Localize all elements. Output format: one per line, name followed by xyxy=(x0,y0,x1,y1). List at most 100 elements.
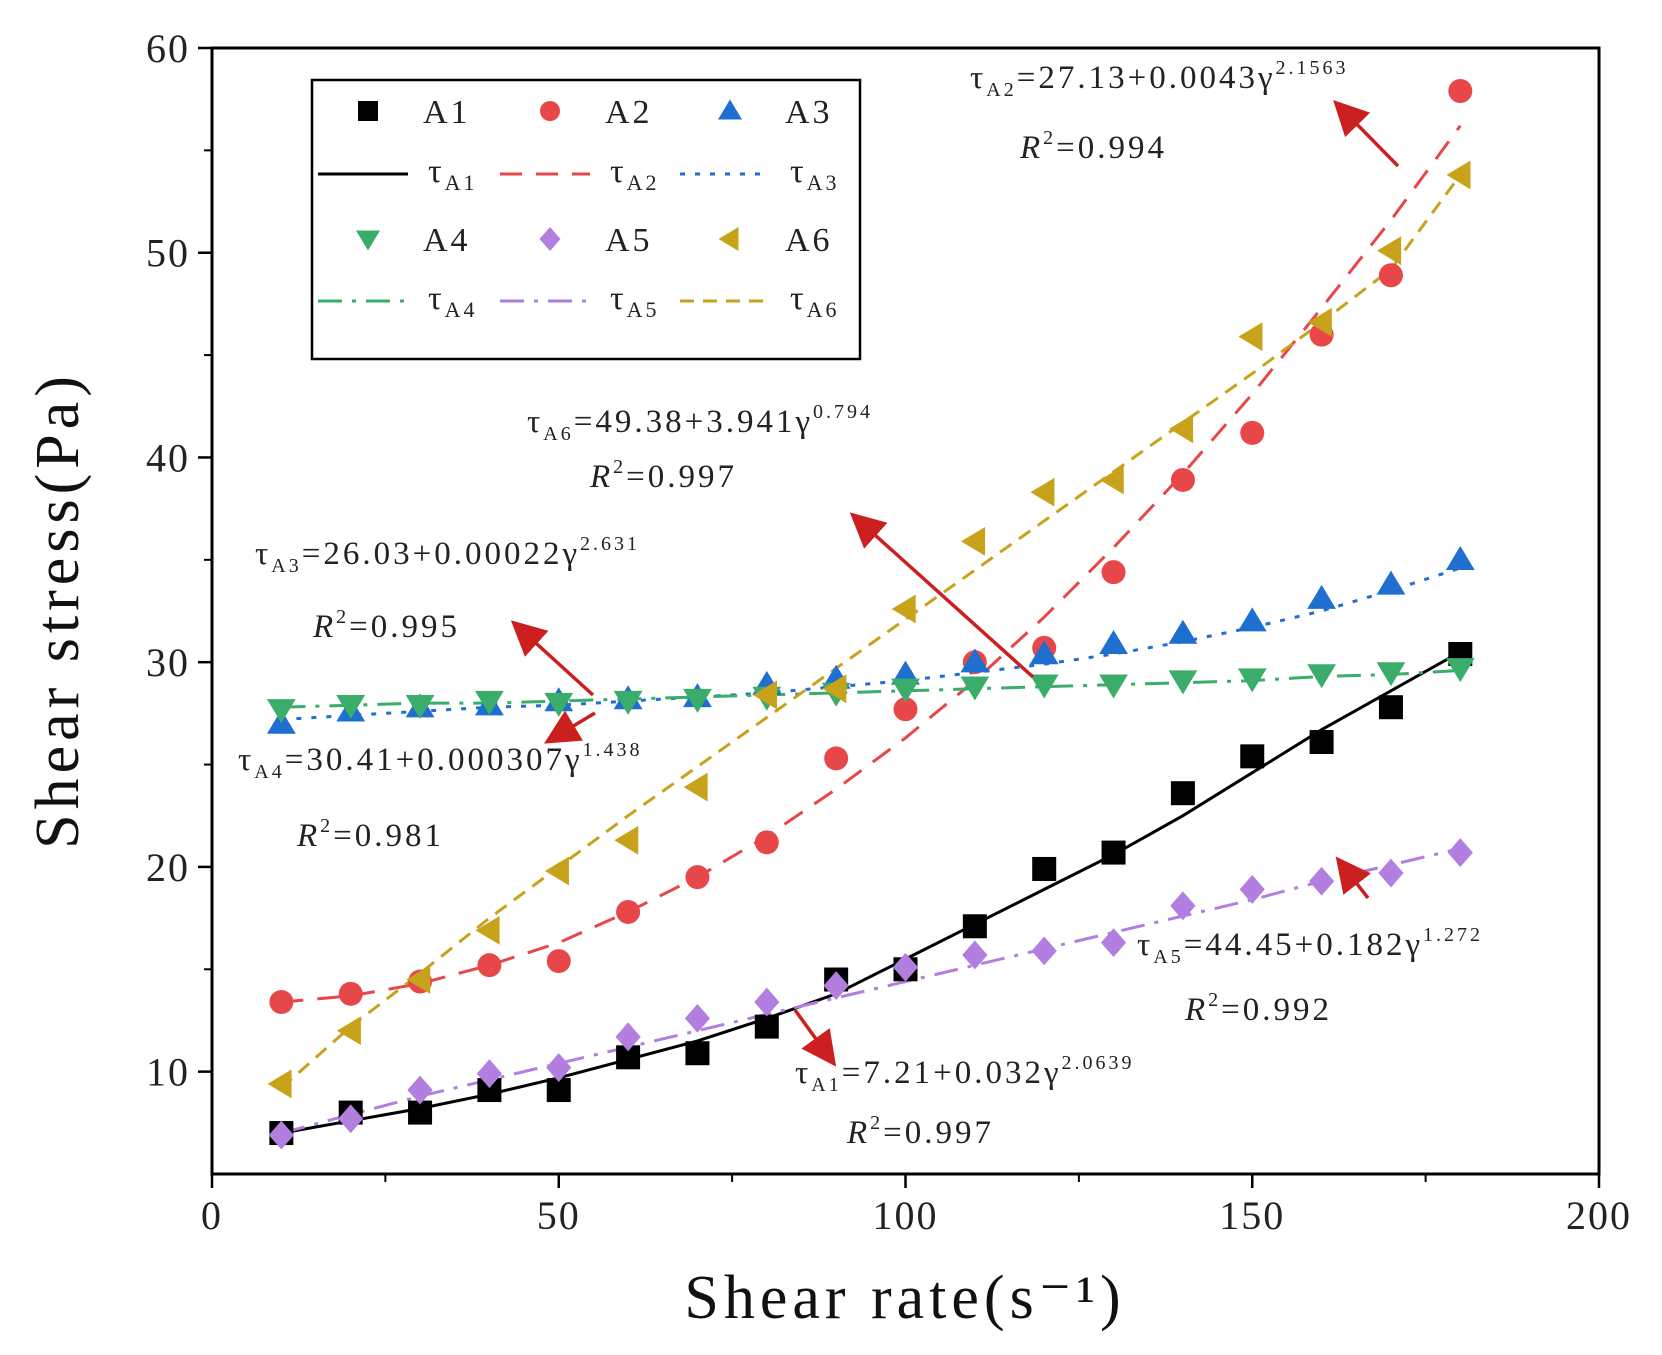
point-a6 xyxy=(891,594,916,624)
point-a3 xyxy=(1376,570,1406,595)
point-a6 xyxy=(683,772,708,802)
point-a6 xyxy=(1030,477,1055,507)
eq-tau: τ xyxy=(1137,927,1153,963)
legend-label-a1: A1 xyxy=(423,94,471,131)
point-a5 xyxy=(1239,875,1265,904)
eq-tau: τ xyxy=(255,536,271,572)
x-tick-label: 0 xyxy=(201,1193,223,1238)
eq-body: =27.13+0.0043γ xyxy=(1017,60,1276,96)
r2-value: =0.997 xyxy=(883,1115,994,1151)
y-tick-label: 10 xyxy=(146,1050,190,1095)
point-a4 xyxy=(1237,668,1267,693)
point-a4 xyxy=(683,688,712,713)
point-a5 xyxy=(476,1059,502,1089)
eq-subscript: A4 xyxy=(254,761,284,783)
equation-a3: τA3=26.03+0.00022γ2.631 xyxy=(255,533,640,577)
point-a5 xyxy=(892,952,919,982)
equation-a4: τA4=30.41+0.000307γ1.438 xyxy=(238,739,643,783)
equation-a2: τA2=27.13+0.0043γ2.1563 xyxy=(970,57,1349,101)
r2-letter: R xyxy=(1184,992,1208,1028)
x-tick-label: 150 xyxy=(1219,1193,1285,1238)
eq-exponent: 2.631 xyxy=(580,533,640,555)
fit-line-a3 xyxy=(281,566,1461,721)
point-a4 xyxy=(336,694,366,719)
point-a2 xyxy=(616,899,641,924)
point-a3 xyxy=(1445,546,1475,571)
point-a2 xyxy=(1378,263,1403,288)
point-a2 xyxy=(824,746,849,771)
point-a6 xyxy=(475,915,500,945)
legend-label-a5: A5 xyxy=(605,222,653,259)
point-a5 xyxy=(268,1120,294,1150)
legend-label-a6: A6 xyxy=(785,222,833,259)
point-a4 xyxy=(405,694,435,719)
point-a3 xyxy=(1099,629,1128,654)
point-a1 xyxy=(1170,781,1195,806)
x-tick-label: 100 xyxy=(873,1193,939,1238)
point-a6 xyxy=(753,680,777,710)
r2-value: =0.995 xyxy=(349,609,460,645)
eq-tau: τ xyxy=(238,742,254,778)
eq-body: =7.21+0.032γ xyxy=(842,1055,1062,1091)
point-a4 xyxy=(544,692,574,717)
eq-subscript: A1 xyxy=(811,1074,841,1096)
annotation-arrow xyxy=(1335,856,1372,900)
eq-subscript: A5 xyxy=(1153,946,1183,968)
r-squared-a3: R2=0.995 xyxy=(312,606,460,645)
point-a6 xyxy=(544,856,569,886)
point-a1 xyxy=(1240,744,1265,769)
x-axis-title: Shear rate(s⁻¹) xyxy=(684,1264,1125,1332)
eq-exponent: 1.438 xyxy=(583,739,643,761)
r2-exponent: 2 xyxy=(336,606,349,628)
equation-a6: τA6=49.38+3.941γ0.794 xyxy=(527,401,873,445)
legend-marker-a2 xyxy=(540,101,560,121)
eq-exponent: 0.794 xyxy=(813,401,873,423)
point-a2 xyxy=(685,865,710,890)
r2-value: =0.994 xyxy=(1056,130,1167,166)
annotation-arrow xyxy=(793,1008,837,1067)
equation-a5: τA5=44.45+0.182γ1.272 xyxy=(1137,924,1483,968)
equation-annotations: τA2=27.13+0.0043γ2.1563R2=0.994τA6=49.38… xyxy=(238,57,1483,1151)
y-axis-title: Shear stress(Pa) xyxy=(24,371,92,849)
y-tick-label: 30 xyxy=(146,640,190,685)
y-tick-label: 40 xyxy=(146,435,190,480)
point-a6 xyxy=(1099,465,1124,495)
point-a4 xyxy=(960,676,990,701)
point-a1 xyxy=(962,914,987,939)
point-a6 xyxy=(822,674,847,704)
legend-marker-a6 xyxy=(718,227,739,251)
point-a6 xyxy=(1307,307,1332,337)
legend-box xyxy=(310,78,862,361)
point-a5 xyxy=(1100,928,1127,958)
point-a1 xyxy=(408,1100,433,1125)
data-markers xyxy=(266,78,1475,1150)
eq-body: =44.45+0.182γ xyxy=(1184,927,1423,963)
legend-marker-a1 xyxy=(358,101,378,121)
point-a5 xyxy=(1378,858,1404,888)
eq-body: =26.03+0.00022γ xyxy=(302,536,580,572)
legend-fit-sub: A3 xyxy=(807,170,840,195)
eq-subscript: A3 xyxy=(271,555,301,577)
y-tick-label: 20 xyxy=(146,845,190,890)
eq-exponent: 1.272 xyxy=(1423,924,1483,946)
point-a2 xyxy=(338,981,363,1006)
point-a4 xyxy=(613,690,643,715)
y-tick-label: 60 xyxy=(146,26,190,71)
r-squared-a1: R2=0.997 xyxy=(846,1112,994,1151)
r-squared-a4: R2=0.981 xyxy=(296,815,444,854)
r2-exponent: 2 xyxy=(1043,127,1056,149)
tick-labels: 0 50 100 150 200 10 20 30 40 50 60 xyxy=(146,26,1630,1238)
annotation-arrow xyxy=(849,512,1035,679)
point-a5 xyxy=(546,1053,572,1082)
point-a6 xyxy=(336,1016,361,1046)
point-a6 xyxy=(406,965,431,994)
point-a3 xyxy=(1029,640,1059,665)
point-a1 xyxy=(685,1041,710,1066)
r2-exponent: 2 xyxy=(1208,989,1221,1011)
point-a4 xyxy=(891,678,920,703)
point-a2 xyxy=(1448,78,1473,103)
point-a4 xyxy=(1376,662,1406,687)
point-a5 xyxy=(754,987,780,1017)
point-a4 xyxy=(475,690,504,715)
r2-letter: R xyxy=(1019,130,1043,166)
